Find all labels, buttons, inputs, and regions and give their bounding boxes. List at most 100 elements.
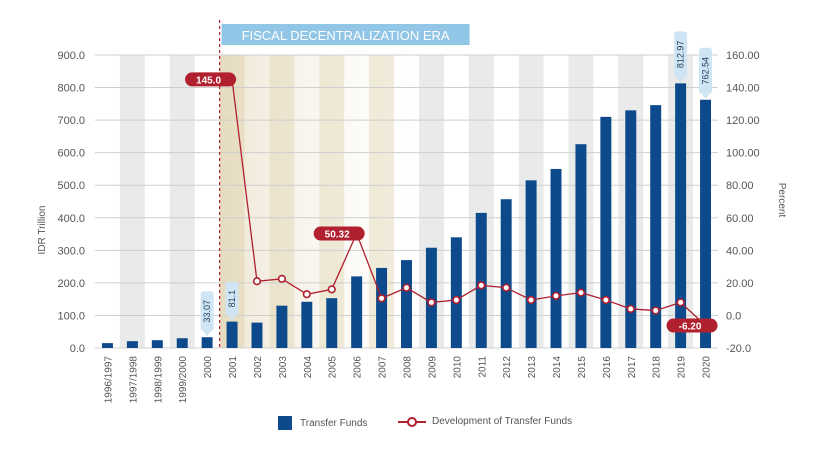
line-point (651, 306, 660, 315)
bar-label-pointer (203, 331, 212, 337)
x-tick-label: 2009 (427, 356, 438, 379)
x-tick-label: 2011 (477, 356, 488, 378)
line-point (402, 283, 411, 292)
legend-label-development: Development of Transfer Funds (432, 416, 573, 427)
x-tick-label: 1998/1999 (153, 356, 164, 404)
background-band (119, 55, 145, 348)
x-tick-label: 2003 (278, 356, 289, 379)
line-label-badge (185, 72, 237, 87)
bar (151, 340, 163, 348)
y-tick-label-left: 400.0 (57, 213, 85, 225)
bar (600, 116, 612, 348)
y-tick-label-left: 500.0 (57, 180, 85, 192)
x-tick-label: 2008 (403, 356, 414, 379)
line-point (277, 274, 287, 283)
legend-swatch-bar (278, 416, 292, 430)
legend-label-transfer-funds: Transfer Funds (300, 417, 368, 429)
bar-label-text: 812.97 (676, 41, 686, 69)
legend-item-development: Development of Transfer Funds (398, 416, 572, 427)
bar (326, 298, 338, 348)
bar (475, 212, 487, 348)
bar (226, 321, 238, 348)
y-tick-label-left: 100.0 (57, 310, 85, 322)
line-label-text: 50.32 (325, 230, 350, 241)
x-tick-label: 1996/1997 (103, 356, 114, 404)
x-tick-label: 2001 (228, 356, 239, 379)
y-axis-title-left: IDR Trillion (37, 206, 48, 255)
bar-label-callout: 33.07 (200, 291, 214, 337)
bar (176, 338, 188, 348)
line-point (452, 295, 461, 305)
line-label-callout: 50.32 (313, 226, 365, 241)
bar (251, 322, 263, 348)
bar-label-pointer (228, 315, 237, 321)
bar-label-callout: 812.97 (674, 31, 688, 83)
y-tick-label-right: 60.00 (726, 213, 754, 225)
bar (525, 180, 537, 348)
y-tick-label-right: 140.00 (726, 83, 760, 95)
y-tick-label-right: 100.00 (726, 148, 760, 160)
x-tick-label: 2020 (702, 356, 713, 379)
bar-label-text: 762.54 (701, 57, 711, 85)
y-tick-label-right: 40.00 (726, 245, 754, 257)
x-tick-label: 2018 (652, 356, 663, 379)
line-label-text: 145.0 (196, 75, 221, 86)
bar (101, 343, 113, 348)
bar (376, 267, 388, 348)
bar (276, 305, 288, 348)
y-tick-label-left: 0.0 (70, 343, 85, 355)
bar (351, 276, 363, 348)
x-tick-label: 2002 (253, 356, 264, 379)
line-point (477, 281, 486, 290)
x-tick-label: 2019 (677, 356, 688, 379)
bar-label-callout: 81.1 (225, 281, 239, 321)
bar (575, 144, 587, 348)
line-point (601, 295, 610, 305)
y-tick-label-right: 20.00 (726, 278, 754, 290)
x-tick-label: 2005 (328, 356, 339, 379)
x-tick-label: 2000 (203, 356, 214, 379)
y-tick-label-right: 120.00 (726, 115, 760, 127)
line-point (576, 288, 586, 297)
line-point (252, 277, 262, 286)
bar (625, 110, 637, 348)
x-tick-label: 1997/1998 (128, 356, 139, 404)
bar-series (101, 83, 712, 348)
bar-label-text: 81.1 (227, 290, 237, 308)
x-tick-label: 1999/2000 (178, 356, 189, 404)
line-point (626, 304, 635, 314)
bar-label-badge (225, 281, 239, 316)
line-label-callout: -6.20 (666, 318, 718, 333)
line-point (377, 294, 386, 303)
x-tick-label: 2004 (303, 356, 314, 379)
y-tick-label-left: 600.0 (57, 148, 85, 160)
y-tick-label-left: 900.0 (57, 50, 85, 62)
y-tick-label-right: 0.0 (726, 310, 741, 322)
bar (425, 247, 437, 348)
line-label-badge (313, 226, 365, 241)
bar (450, 237, 462, 348)
y-axis-title-right: Percent (776, 183, 787, 218)
era-banner (221, 24, 470, 45)
line-label-badge (666, 318, 718, 333)
bar (500, 199, 512, 348)
x-tick-label: 2015 (577, 356, 588, 379)
bar-label-pointer (701, 93, 710, 99)
line-point (676, 298, 685, 307)
line-point (302, 290, 311, 299)
bar (126, 341, 138, 348)
y-tick-label-left: 200.0 (57, 278, 85, 290)
line-label-callout: 145.0 (185, 72, 237, 87)
x-tick-label: 2007 (378, 356, 389, 379)
line-point (427, 298, 436, 307)
y-tick-label-left: 300.0 (57, 245, 85, 257)
x-tick-label: 2014 (552, 356, 563, 379)
bar (301, 301, 313, 348)
bar-label-text: 33.07 (202, 300, 212, 323)
y-tick-label-right: 80.00 (726, 180, 754, 192)
bar-label-callout: 762.54 (699, 47, 713, 99)
bar (675, 83, 687, 348)
y-tick-label-right: -20.0 (726, 343, 751, 355)
line-point (502, 283, 511, 292)
line-series (231, 79, 706, 327)
